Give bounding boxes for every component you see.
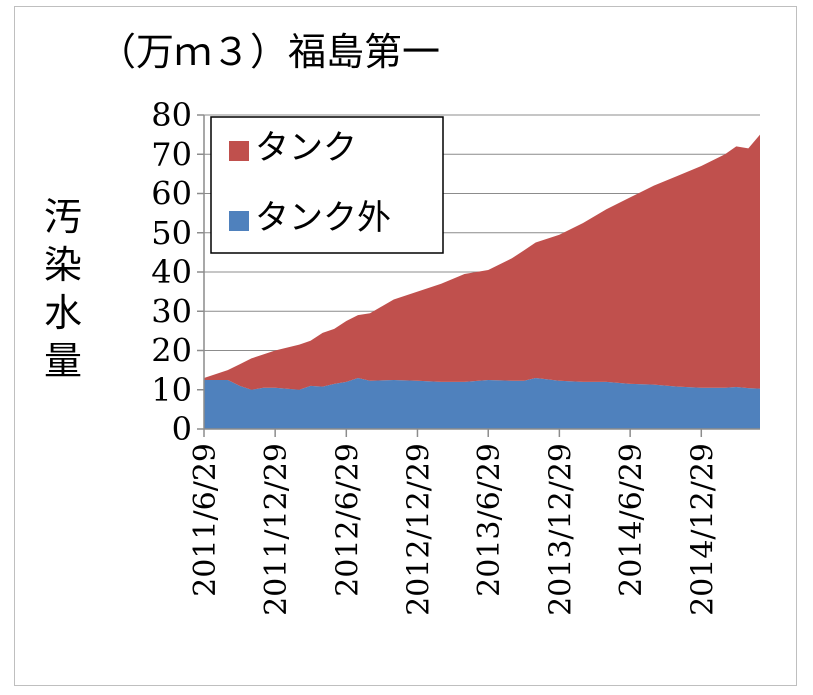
axes: [197, 114, 760, 437]
x-tick-label: 2011/12/29: [259, 443, 294, 616]
x-tick-label: 2012/12/29: [402, 443, 437, 616]
data-areas: [204, 134, 760, 429]
y-tick-label: 70: [151, 135, 192, 173]
area-タンク外: [204, 377, 760, 429]
y-tick-label: 60: [151, 175, 192, 213]
legend-label: タンク: [255, 128, 357, 168]
chart-title: （万ｍ３）福島第一: [98, 30, 440, 74]
x-tick-label: 2012/6/29: [330, 443, 365, 597]
x-tick-label: 2013/6/29: [472, 443, 507, 597]
y-tick-label: 20: [151, 332, 192, 370]
y-tick-label: 30: [151, 292, 192, 330]
y-axis-label-char: 水: [44, 291, 82, 335]
y-axis-label-char: 汚: [44, 195, 82, 239]
y-tick-label: 10: [151, 371, 192, 409]
legend-label: タンク外: [255, 198, 391, 238]
legend-swatch: [229, 211, 249, 231]
y-tick-label: 40: [151, 253, 192, 291]
chart-frame: 0 10 20 30 40 50 60 70 80 2011/6/29 2011/12/29 201…: [14, 6, 797, 686]
x-tick-label: 2011/6/29: [188, 443, 223, 597]
y-tick-label: 80: [151, 96, 192, 134]
x-tick-labels: 2011/6/29 2011/12/29 2012/6/29 2012/12/29 20…: [188, 443, 720, 616]
legend-box: [210, 116, 444, 254]
y-tick-label: 0: [172, 410, 192, 448]
legend-swatch: [229, 141, 249, 161]
y-axis-label-char: 染: [44, 243, 82, 287]
x-tick-label: 2013/12/29: [543, 443, 578, 616]
x-tick-label: 2014/6/29: [614, 443, 649, 597]
y-axis-label-char: 量: [44, 339, 82, 383]
y-tick-label: 50: [151, 214, 192, 252]
area-タンク: [204, 134, 760, 390]
x-tick-label: 2014/12/29: [685, 443, 720, 616]
